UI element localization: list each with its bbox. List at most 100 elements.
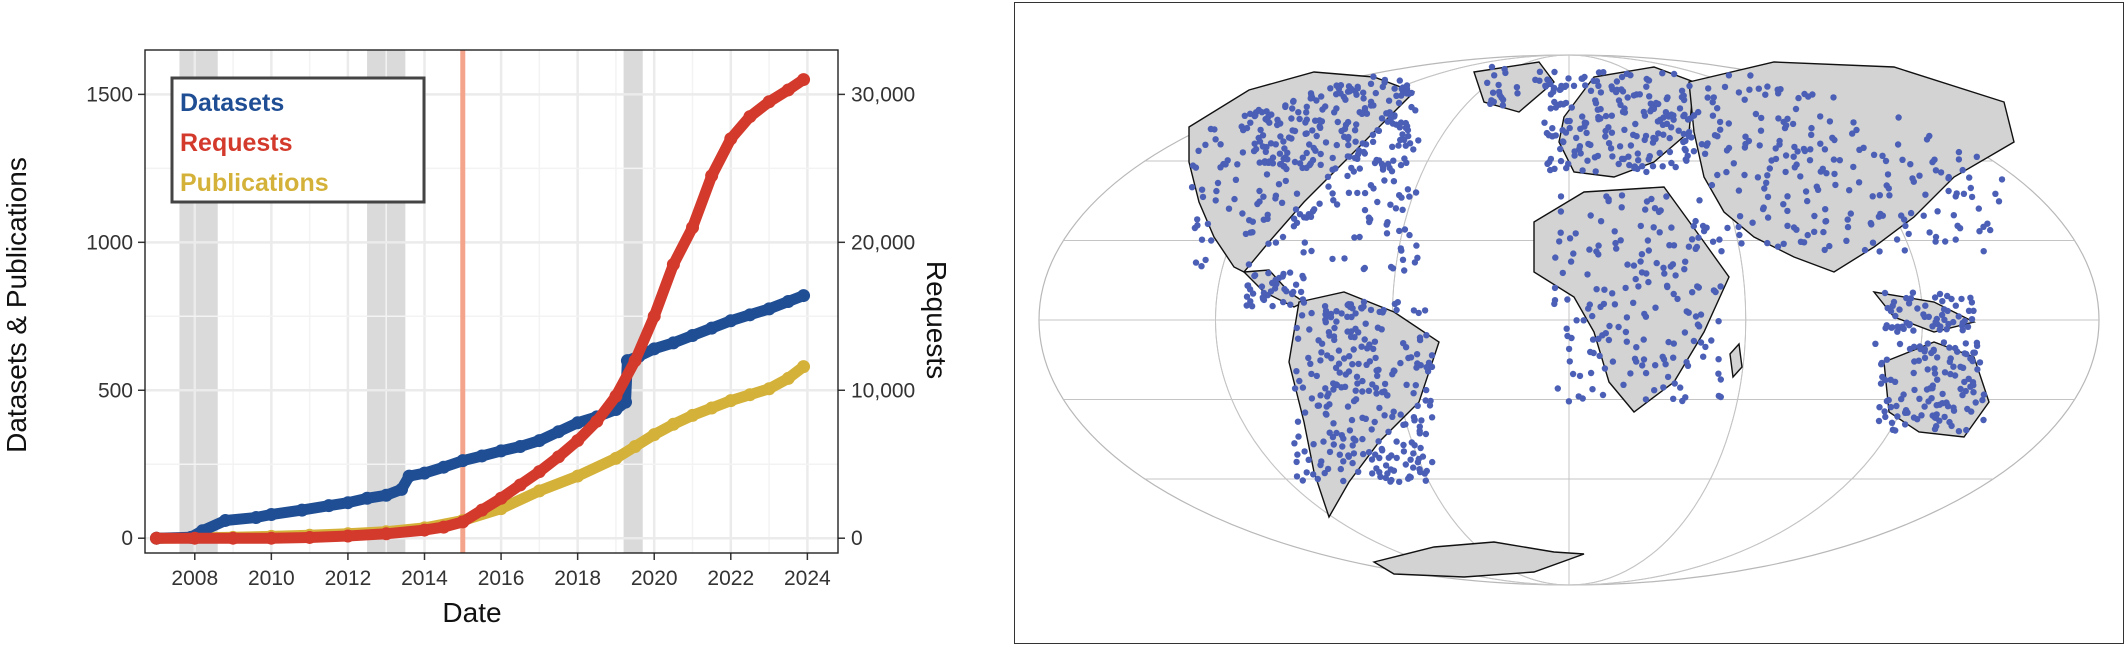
observation-point xyxy=(1373,367,1380,374)
data-point xyxy=(379,527,393,541)
observation-point xyxy=(1995,198,2003,205)
observation-point xyxy=(1756,142,1763,149)
observation-point xyxy=(1371,418,1378,426)
observation-point xyxy=(1924,340,1931,347)
observation-point xyxy=(1381,177,1388,184)
observation-point xyxy=(1397,359,1404,367)
observation-point xyxy=(1679,397,1686,405)
observation-point xyxy=(1853,126,1860,134)
data-point xyxy=(437,520,451,534)
observation-point xyxy=(1652,362,1659,369)
observation-point xyxy=(1290,288,1297,296)
observation-point xyxy=(1929,323,1936,330)
observation-point xyxy=(1557,145,1564,153)
observation-point xyxy=(1663,95,1670,103)
observation-point xyxy=(1407,456,1414,463)
observation-point xyxy=(1502,69,1509,77)
observation-point xyxy=(1717,283,1724,290)
observation-point xyxy=(1583,129,1590,137)
observation-point xyxy=(1715,370,1722,377)
observation-point xyxy=(1597,303,1604,310)
observation-point xyxy=(1536,77,1543,84)
observation-point xyxy=(1660,264,1667,271)
observation-point xyxy=(1597,89,1605,96)
observation-point xyxy=(1389,371,1396,378)
observation-point xyxy=(1752,110,1760,118)
observation-point xyxy=(1950,363,1957,370)
observation-point xyxy=(1489,89,1497,96)
observation-point xyxy=(1283,165,1290,173)
observation-point xyxy=(1573,317,1580,324)
observation-point xyxy=(1943,326,1950,333)
observation-point xyxy=(1747,72,1754,79)
observation-point xyxy=(1892,427,1899,434)
observation-point xyxy=(1640,356,1648,363)
observation-point xyxy=(1353,373,1361,380)
observation-point xyxy=(1615,97,1623,104)
observation-point xyxy=(1888,419,1896,426)
observation-point xyxy=(1194,216,1201,223)
observation-point xyxy=(1232,176,1240,183)
x-tick-label: 2008 xyxy=(171,567,218,590)
observation-point xyxy=(1326,448,1334,456)
observation-point xyxy=(1918,412,1925,419)
observation-point xyxy=(1677,384,1684,391)
observation-point xyxy=(1900,391,1907,398)
observation-point xyxy=(1931,365,1938,372)
legend-box xyxy=(170,76,426,204)
observation-point xyxy=(1337,465,1344,473)
observation-point xyxy=(1368,456,1376,463)
observation-point xyxy=(1764,83,1771,90)
observation-point xyxy=(1330,197,1337,204)
observation-point xyxy=(1379,83,1386,91)
observation-point xyxy=(1373,390,1380,397)
observation-point xyxy=(1550,88,1557,96)
observation-point xyxy=(1692,217,1699,225)
observation-point xyxy=(1381,412,1388,419)
observation-point xyxy=(1623,314,1631,321)
observation-point xyxy=(1907,209,1915,217)
observation-point xyxy=(1973,339,1981,346)
observation-point xyxy=(1885,185,1892,192)
observation-point xyxy=(1694,321,1702,328)
observation-point xyxy=(1976,359,1984,366)
observation-point xyxy=(1666,148,1674,156)
observation-point xyxy=(1705,85,1712,92)
observation-point xyxy=(1322,316,1329,323)
observation-point xyxy=(1663,193,1670,200)
observation-point xyxy=(1212,136,1219,143)
observation-point xyxy=(1965,307,1973,314)
europe xyxy=(1558,66,1695,178)
observation-point xyxy=(1618,73,1626,81)
observation-point xyxy=(1876,404,1883,411)
observation-point xyxy=(1642,396,1650,403)
observation-point xyxy=(1388,452,1395,459)
observation-point xyxy=(1272,239,1280,246)
data-point xyxy=(686,329,700,343)
y-left-tick-label: 1000 xyxy=(86,231,133,254)
observation-point xyxy=(1314,402,1321,409)
x-axis-title: Date xyxy=(442,597,501,628)
observation-point xyxy=(1602,127,1609,135)
observation-point xyxy=(1351,234,1358,241)
observation-point xyxy=(1410,464,1417,471)
observation-point xyxy=(1916,172,1923,179)
data-point xyxy=(590,414,604,428)
observation-point xyxy=(1341,255,1348,262)
observation-point xyxy=(1764,172,1771,179)
observation-point xyxy=(1322,103,1329,110)
observation-point xyxy=(1389,413,1396,420)
observation-point xyxy=(1950,407,1958,414)
observation-point xyxy=(1593,286,1600,293)
observation-point xyxy=(1970,389,1977,396)
observation-point xyxy=(1557,193,1565,200)
observation-point xyxy=(1290,98,1297,105)
observation-point xyxy=(1830,156,1838,163)
observation-point xyxy=(1954,222,1961,229)
observation-point xyxy=(1303,469,1310,476)
observation-point xyxy=(1700,227,1708,235)
observation-point xyxy=(1569,370,1577,378)
observation-point xyxy=(1383,392,1391,399)
observation-point xyxy=(1551,297,1559,304)
observation-point xyxy=(1579,395,1586,402)
